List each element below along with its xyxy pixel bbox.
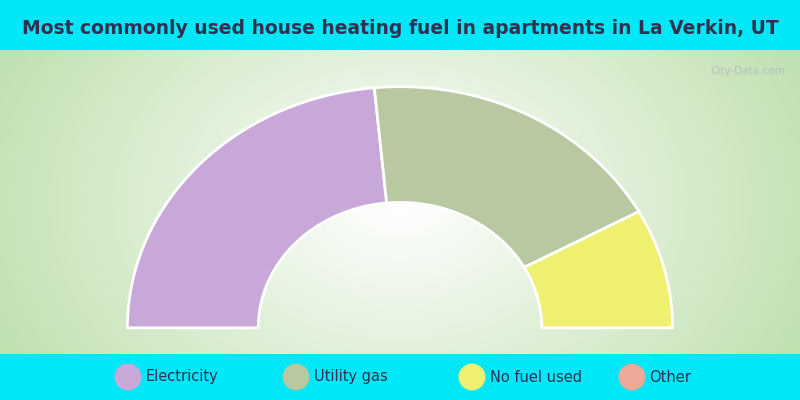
Ellipse shape: [115, 364, 141, 390]
Polygon shape: [524, 212, 673, 328]
Text: Electricity: Electricity: [146, 370, 218, 384]
Ellipse shape: [283, 364, 309, 390]
Text: City-Data.com: City-Data.com: [710, 66, 785, 76]
Text: No fuel used: No fuel used: [490, 370, 582, 384]
Ellipse shape: [619, 364, 645, 390]
Text: Most commonly used house heating fuel in apartments in La Verkin, UT: Most commonly used house heating fuel in…: [22, 20, 778, 38]
Ellipse shape: [459, 364, 485, 390]
Text: Utility gas: Utility gas: [314, 370, 387, 384]
Polygon shape: [374, 87, 639, 267]
Polygon shape: [127, 88, 386, 328]
Text: Other: Other: [650, 370, 691, 384]
